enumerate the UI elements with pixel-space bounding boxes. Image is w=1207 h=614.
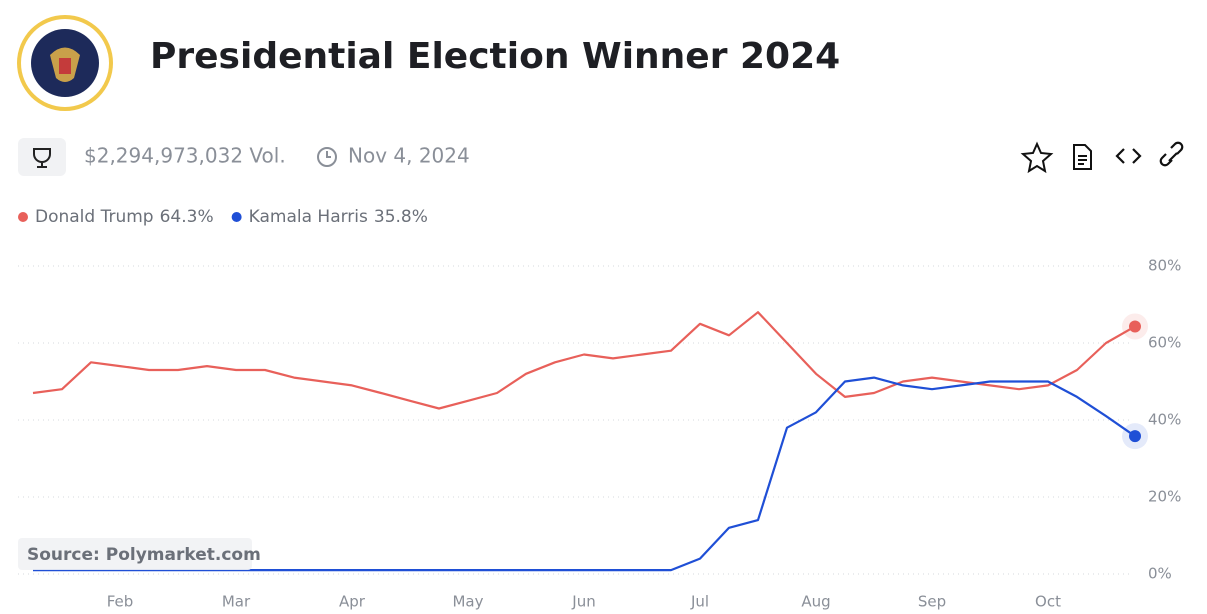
legend-label: Kamala Harris <box>249 207 368 227</box>
legend-value: 64.3% <box>160 207 214 227</box>
x-tick-label: Feb <box>107 593 134 611</box>
legend-marker <box>18 212 28 222</box>
embed-icon[interactable] <box>1115 148 1142 164</box>
clock-icon <box>317 147 337 167</box>
star-icon[interactable] <box>1020 141 1054 174</box>
series-line <box>32 311 1136 410</box>
link-icon[interactable] <box>1159 141 1184 167</box>
x-tick-label: Sep <box>918 593 946 611</box>
trophy-icon <box>33 148 51 168</box>
x-tick-label: Mar <box>222 593 251 611</box>
volume: $2,294,973,032 Vol. <box>84 144 286 168</box>
legend-marker <box>231 212 242 222</box>
end-dot <box>1129 430 1141 443</box>
y-tick-label: 80% <box>1148 257 1181 275</box>
x-tick-label: Aug <box>801 593 830 611</box>
source-box <box>18 538 252 570</box>
x-tick-label: Jun <box>571 593 595 611</box>
seal-icon <box>17 15 113 111</box>
title: Presidential Election Winner 2024 <box>150 36 840 77</box>
y-tick-label: 20% <box>1148 488 1181 506</box>
trophy-button[interactable] <box>18 138 66 176</box>
y-tick-label: 60% <box>1148 334 1181 352</box>
date: Nov 4, 2024 <box>348 144 470 168</box>
legend-label: Donald Trump <box>35 207 154 227</box>
clock-hand <box>326 151 331 158</box>
legend: Donald Trump 64.3% Kamala Harris 35.8% <box>18 207 428 227</box>
legend-value: 35.8% <box>374 207 428 227</box>
x-tick-label: Oct <box>1035 593 1061 611</box>
y-tick-label: 0% <box>1148 565 1172 583</box>
x-tick-label: Apr <box>339 593 366 611</box>
series-line <box>33 376 1136 572</box>
y-tick-label: 40% <box>1148 411 1181 429</box>
plot: 0% 20% 40% 60% 80% Feb Mar Apr May Jun Jul Aug Sep Oc… <box>18 257 1181 611</box>
x-tick-label: May <box>452 593 483 611</box>
x-tick-label: Jul <box>690 593 709 611</box>
source: Source: Polymarket.com <box>27 545 261 565</box>
end-dot <box>1129 320 1141 333</box>
document-icon[interactable] <box>1073 144 1092 170</box>
